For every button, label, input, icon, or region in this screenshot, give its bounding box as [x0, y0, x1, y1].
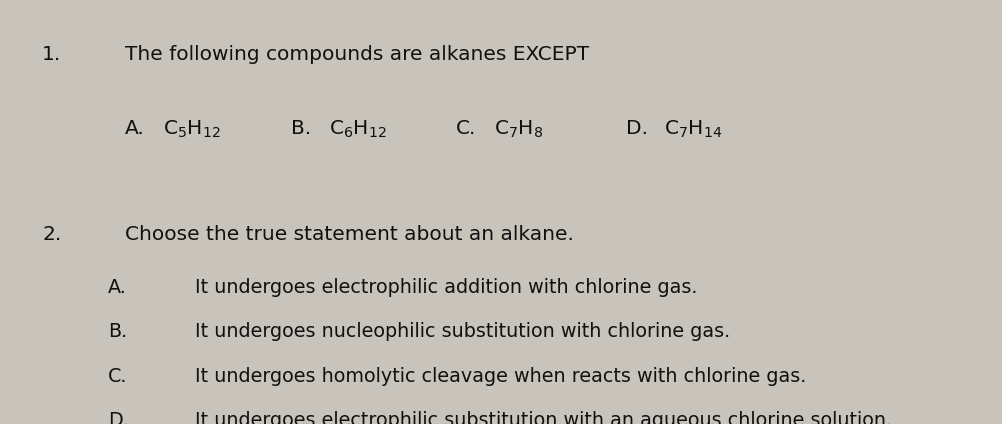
Text: B.: B.: [291, 119, 311, 138]
Text: D.: D.: [108, 411, 129, 424]
Text: It undergoes electrophilic addition with chlorine gas.: It undergoes electrophilic addition with…: [195, 278, 697, 297]
Text: 1.: 1.: [42, 45, 61, 64]
Text: C.: C.: [456, 119, 476, 138]
Text: It undergoes homolytic cleavage when reacts with chlorine gas.: It undergoes homolytic cleavage when rea…: [195, 367, 807, 386]
Text: B.: B.: [108, 322, 127, 341]
Text: C.: C.: [108, 367, 127, 386]
Text: $\mathrm{C_{5}H_{12}}$: $\mathrm{C_{5}H_{12}}$: [163, 119, 220, 140]
Text: $\mathrm{C_{7}H_{8}}$: $\mathrm{C_{7}H_{8}}$: [494, 119, 543, 140]
Text: It undergoes electrophilic substitution with an aqueous chlorine solution.: It undergoes electrophilic substitution …: [195, 411, 893, 424]
Text: 2.: 2.: [42, 225, 61, 244]
Text: $\mathrm{C_{7}H_{14}}$: $\mathrm{C_{7}H_{14}}$: [664, 119, 722, 140]
Text: A.: A.: [108, 278, 127, 297]
Text: A.: A.: [125, 119, 145, 138]
Text: The following compounds are alkanes EXCEPT: The following compounds are alkanes EXCE…: [125, 45, 589, 64]
Text: D.: D.: [626, 119, 648, 138]
Text: Choose the true statement about an alkane.: Choose the true statement about an alkan…: [125, 225, 574, 244]
Text: $\mathrm{C_{6}H_{12}}$: $\mathrm{C_{6}H_{12}}$: [329, 119, 386, 140]
Text: It undergoes nucleophilic substitution with chlorine gas.: It undergoes nucleophilic substitution w…: [195, 322, 730, 341]
